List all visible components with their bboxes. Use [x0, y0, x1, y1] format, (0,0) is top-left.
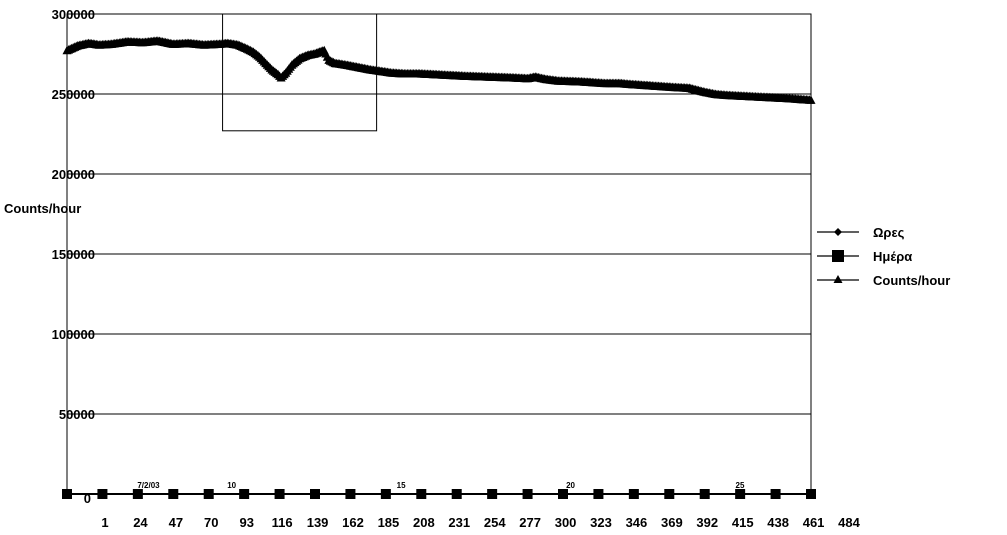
series-counts-hour-point [806, 95, 816, 104]
series-imera-point [699, 489, 710, 499]
legend-square-icon [832, 250, 844, 262]
series-imera-point [487, 489, 498, 499]
legend-triangle-icon [833, 275, 843, 283]
series-imera-point [451, 489, 462, 499]
series-imera-point [558, 489, 568, 499]
x-tick-label: 461 [803, 515, 825, 530]
x-tick-label: 277 [519, 515, 541, 530]
series-imera-point [97, 489, 108, 499]
x-tick-label: 162 [342, 515, 364, 530]
y-tick-label: 50000 [59, 407, 95, 422]
y-tick-label: 0 [84, 491, 91, 506]
day-label: 10 [227, 481, 236, 490]
x-tick-label: 24 [133, 515, 148, 530]
series-imera-point [770, 489, 781, 499]
y-tick-label: 150000 [52, 247, 95, 262]
x-tick-label: 93 [239, 515, 253, 530]
x-tick-label: 392 [696, 515, 718, 530]
series-imera-point [203, 489, 214, 499]
series-imera-point [628, 489, 639, 499]
legend-label-imera: Ημέρα [873, 249, 913, 264]
x-tick-label: 47 [169, 515, 183, 530]
legend-diamond-icon [834, 228, 842, 236]
series-imera-point [274, 489, 285, 499]
series-imera-point [664, 489, 675, 499]
x-axis-tick-labels: 1 24 47 70 93 116 139 162 185 208 231 254 277 300 323 3… [101, 515, 860, 530]
series-imera-point [806, 489, 816, 499]
day-label: 15 [397, 481, 406, 490]
x-tick-label: 116 [272, 515, 293, 530]
x-tick-label: 346 [626, 515, 648, 530]
series-imera-point [345, 489, 356, 499]
series-imera-point [168, 489, 179, 499]
series-imera-point [310, 489, 320, 499]
x-tick-label: 231 [448, 515, 470, 530]
y-axis-label: Counts/hour [4, 201, 81, 216]
y-tick-label: 250000 [52, 87, 95, 102]
x-tick-label: 438 [767, 515, 789, 530]
legend-markers [817, 228, 859, 283]
y-tick-label: 300000 [52, 7, 95, 22]
x-tick-label: 254 [484, 515, 506, 530]
x-tick-label: 415 [732, 515, 754, 530]
series-imera-point [416, 489, 427, 499]
y-tick-label: 200000 [52, 167, 95, 182]
day-label: 7/2/03 [137, 481, 160, 490]
x-tick-label: 139 [307, 515, 329, 530]
series-imera-point [522, 489, 533, 499]
highlight-box [222, 13, 378, 132]
day-label: 25 [736, 481, 745, 490]
series-marks [62, 36, 816, 499]
x-tick-label: 484 [838, 515, 860, 530]
legend-label-counts-hour: Counts/hour [873, 273, 951, 288]
x-tick-label: 300 [555, 515, 577, 530]
series-imera-point [593, 489, 604, 499]
series-imera-point [239, 489, 250, 499]
day-labels: 7/2/03 10 15 20 25 [137, 481, 745, 490]
series-imera-point [62, 489, 72, 499]
y-axis-tick-labels: 300000 250000 200000 150000 100000 50000 0 [52, 7, 95, 506]
x-tick-label: 185 [378, 515, 400, 530]
legend-label-ores: Ωρες [873, 225, 905, 240]
y-tick-label: 100000 [52, 327, 95, 342]
series-imera-point [735, 489, 746, 499]
series-imera-point [132, 489, 143, 499]
day-label: 20 [566, 481, 575, 490]
x-tick-label: 369 [661, 515, 683, 530]
x-tick-label: 1 [101, 515, 108, 530]
x-tick-label: 323 [590, 515, 612, 530]
gridlines [67, 13, 811, 495]
x-tick-label: 70 [204, 515, 218, 530]
series-imera-point [380, 489, 391, 499]
x-tick-label: 208 [413, 515, 435, 530]
